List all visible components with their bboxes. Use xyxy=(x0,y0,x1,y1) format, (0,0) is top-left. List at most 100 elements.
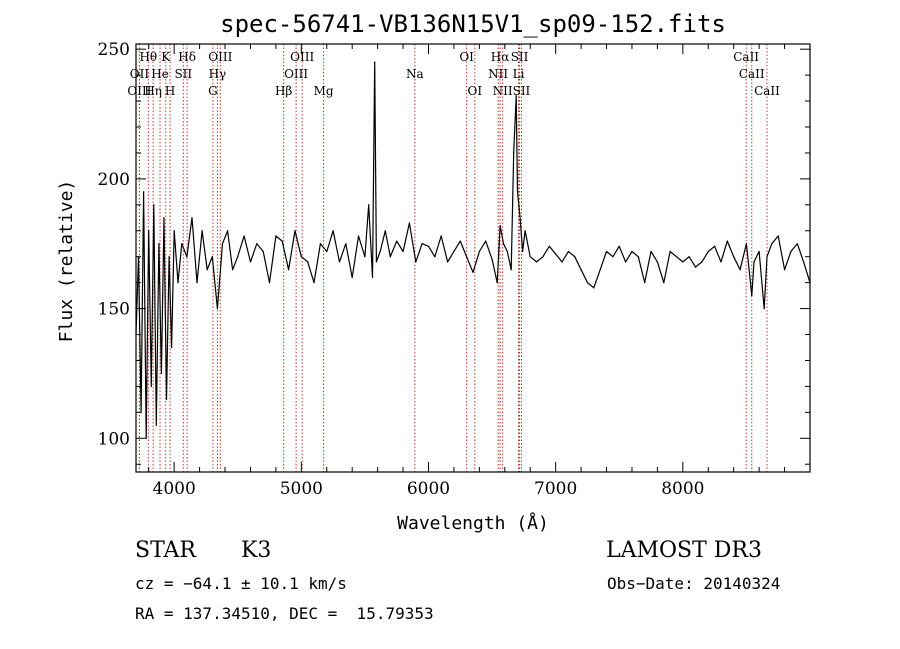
spectrum-point xyxy=(368,204,370,206)
spectrum-point xyxy=(535,261,538,263)
spectrum-point xyxy=(524,230,526,232)
spectrum-point xyxy=(502,243,505,245)
spectrum-point xyxy=(618,245,620,247)
spectral-line-label: Hδ xyxy=(178,50,196,64)
spectrum-point xyxy=(519,217,521,219)
spectrum-point xyxy=(281,240,283,242)
spectrum-point xyxy=(211,256,213,258)
spectrum-point xyxy=(268,282,271,284)
spectrum-point xyxy=(379,250,381,253)
spectral-line-label: Hθ xyxy=(139,50,157,64)
spectrum-point xyxy=(163,217,165,219)
spectral-line-label: SII xyxy=(174,67,192,81)
spectral-line-label: CaII xyxy=(739,67,765,81)
spectrum-point xyxy=(605,250,608,253)
spectrum-point xyxy=(637,256,639,258)
spectrum-point xyxy=(650,250,652,253)
spectrum-point xyxy=(478,250,480,253)
spectrum-point xyxy=(165,398,168,400)
spectral-line-label: CaII xyxy=(754,84,780,98)
x-tick-label: 8000 xyxy=(661,479,704,499)
spectrum-point xyxy=(561,261,563,263)
spectrum-point xyxy=(656,261,658,263)
spectrum-point xyxy=(389,256,391,258)
spectrum-point xyxy=(472,271,474,273)
spectrum-point xyxy=(155,424,157,426)
spectrum-point xyxy=(631,250,633,253)
spectral-line-label: Mg xyxy=(314,84,334,98)
spectrum-point xyxy=(375,261,377,263)
spectrum-point xyxy=(567,250,569,253)
spectrum-point xyxy=(177,282,179,284)
spectrum-point xyxy=(186,256,188,258)
spectrum-point xyxy=(796,243,798,245)
spectrum-point xyxy=(232,269,234,271)
spectrum-point xyxy=(720,261,722,263)
spectrum-point xyxy=(453,250,455,253)
spectrum-point xyxy=(338,261,341,263)
spectrum-point xyxy=(415,261,417,263)
spectrum-point xyxy=(758,250,760,253)
spectrum-point xyxy=(206,269,208,271)
plot-frame xyxy=(135,43,811,473)
spectrum-point xyxy=(396,240,398,242)
spectrum-point xyxy=(644,282,646,284)
spectrum-point xyxy=(153,204,155,206)
spectrum-point xyxy=(803,261,805,263)
spectrum-point xyxy=(515,95,517,97)
coordinates: RA = 137.34510, DEC = 15.79353 xyxy=(135,604,434,623)
spectrum-point xyxy=(171,346,173,349)
spectrum-point xyxy=(751,295,753,297)
spectrum-point xyxy=(216,307,218,310)
y-tick-label: 100 xyxy=(98,429,130,449)
spectrum-point xyxy=(586,282,589,284)
spectrum-point xyxy=(694,266,697,268)
spectrum-point xyxy=(332,230,334,232)
spectrum-point xyxy=(326,250,328,253)
chart-title: spec-56741-VB136N15V1_sp09-152.fits xyxy=(220,10,726,38)
spectral-line-label: OIII xyxy=(284,67,308,81)
spectrum-point xyxy=(446,261,449,263)
spectrum-point xyxy=(753,261,755,263)
spectrum-point xyxy=(580,269,582,271)
spectral-line-label: Hη xyxy=(144,84,162,98)
spectrum-point xyxy=(548,245,550,247)
x-tick-label: 5000 xyxy=(280,479,323,499)
spectrum-point xyxy=(168,256,170,258)
spectral-line-label: OIII xyxy=(127,84,151,98)
spectral-line-label: NII xyxy=(493,84,513,98)
spectral-line-label: H xyxy=(165,84,175,98)
spectrum-point xyxy=(739,269,741,271)
spectral-line-label: K xyxy=(161,50,171,64)
spectrum-point xyxy=(521,250,524,253)
spectrum-point xyxy=(726,240,728,242)
spectrum-point xyxy=(440,235,442,237)
spectrum-point xyxy=(663,282,665,284)
spectrum-point xyxy=(307,261,309,263)
spectrum-point xyxy=(173,230,175,232)
spectrum-point xyxy=(701,261,703,263)
spectrum-point xyxy=(191,217,193,219)
survey-name: LAMOST DR3 xyxy=(606,538,762,563)
spectrum-point xyxy=(612,256,614,258)
spectrum-point xyxy=(574,256,576,258)
spectrum-point xyxy=(256,243,258,245)
spectral-line-label: SII xyxy=(511,50,529,64)
spectrum-point xyxy=(160,372,163,375)
spectrum-point xyxy=(427,245,430,247)
spectrum-point xyxy=(434,256,436,258)
x-tick-label: 7000 xyxy=(534,479,577,499)
spectrum-point xyxy=(542,256,544,258)
spectrum-point xyxy=(221,243,224,245)
spectrum-point xyxy=(158,243,160,245)
spectral-line-label: He xyxy=(151,67,169,81)
spectrum-point xyxy=(374,61,376,63)
spectrum-point xyxy=(402,250,404,253)
spectrum-point xyxy=(682,261,684,263)
spectrum-point xyxy=(506,250,508,253)
spectrum-point xyxy=(371,276,374,279)
spectrum-point xyxy=(249,261,252,263)
spectrum-point xyxy=(459,240,461,242)
spectrum-point xyxy=(226,230,229,232)
